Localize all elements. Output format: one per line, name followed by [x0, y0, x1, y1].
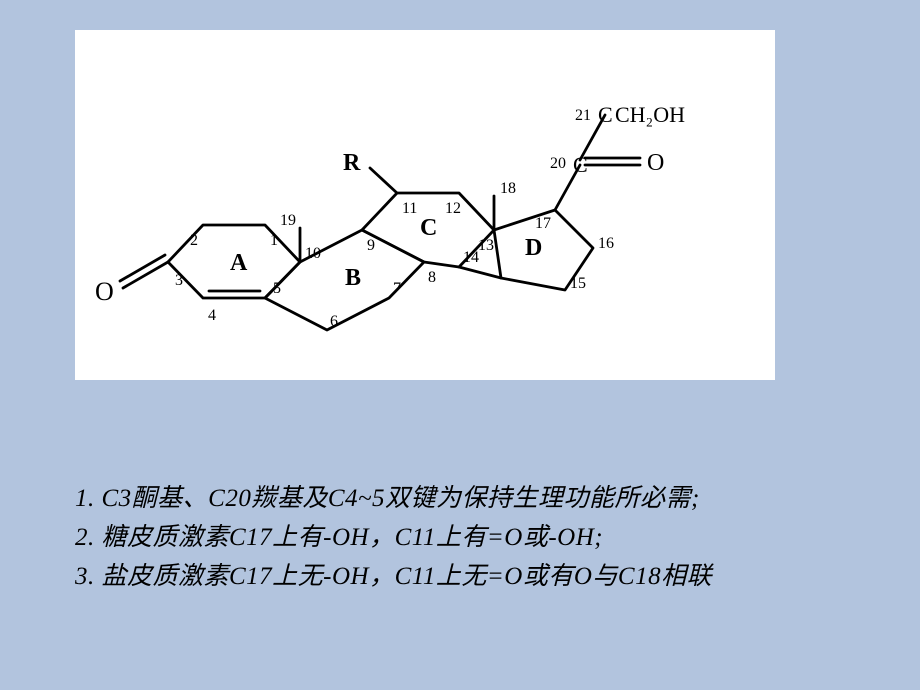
pos-5: 5 — [273, 280, 281, 297]
pos-21: 21 — [575, 107, 591, 124]
pos-3: 3 — [175, 272, 183, 289]
pos-2: 2 — [190, 232, 198, 249]
note-line-3: 3. 盐皮质激素C17上无-OH，C11上无=O或有O与C18相联 — [75, 558, 865, 597]
label-o-left: O — [95, 277, 114, 306]
pos-19: 19 — [280, 212, 296, 229]
pos-15: 15 — [570, 275, 586, 292]
pos-16: 16 — [598, 235, 614, 252]
pos-12: 12 — [445, 200, 461, 217]
label-c20: C — [573, 152, 588, 177]
pos-9: 9 — [367, 237, 375, 254]
label-r: R — [343, 150, 361, 176]
pos-13: 13 — [478, 237, 494, 254]
label-c21: C — [598, 102, 613, 127]
pos-14: 14 — [463, 249, 479, 266]
note-line-1: 1. C3酮基、C20羰基及C4~5双键为保持生理功能所必需; — [75, 480, 865, 519]
pos-18: 18 — [500, 180, 516, 197]
ring-label-a: A — [230, 250, 248, 276]
pos-7: 7 — [393, 280, 401, 297]
pos-8: 8 — [428, 269, 436, 286]
label-ch2oh: CH₂OH — [615, 102, 685, 127]
pos-11: 11 — [402, 200, 417, 217]
pos-20: 20 — [550, 155, 566, 172]
note-line-2: 2. 糖皮质激素C17上有-OH，C11上有=O或-OH; — [75, 519, 865, 558]
chemical-structure-diagram: O A B C D 1 2 3 4 5 6 7 8 9 10 11 12 13 — [75, 30, 775, 380]
pos-1: 1 — [270, 232, 278, 249]
pos-17: 17 — [535, 215, 551, 232]
ring-label-b: B — [345, 265, 361, 291]
pos-10: 10 — [305, 245, 321, 262]
slide: O A B C D 1 2 3 4 5 6 7 8 9 10 11 12 13 — [0, 0, 920, 690]
label-c20-o: O — [647, 150, 664, 176]
ring-label-d: D — [525, 235, 542, 261]
notes-block: 1. C3酮基、C20羰基及C4~5双键为保持生理功能所必需; 2. 糖皮质激素… — [75, 480, 865, 596]
pos-6: 6 — [330, 313, 338, 330]
pos-4: 4 — [208, 307, 216, 324]
ring-label-c: C — [420, 215, 437, 241]
